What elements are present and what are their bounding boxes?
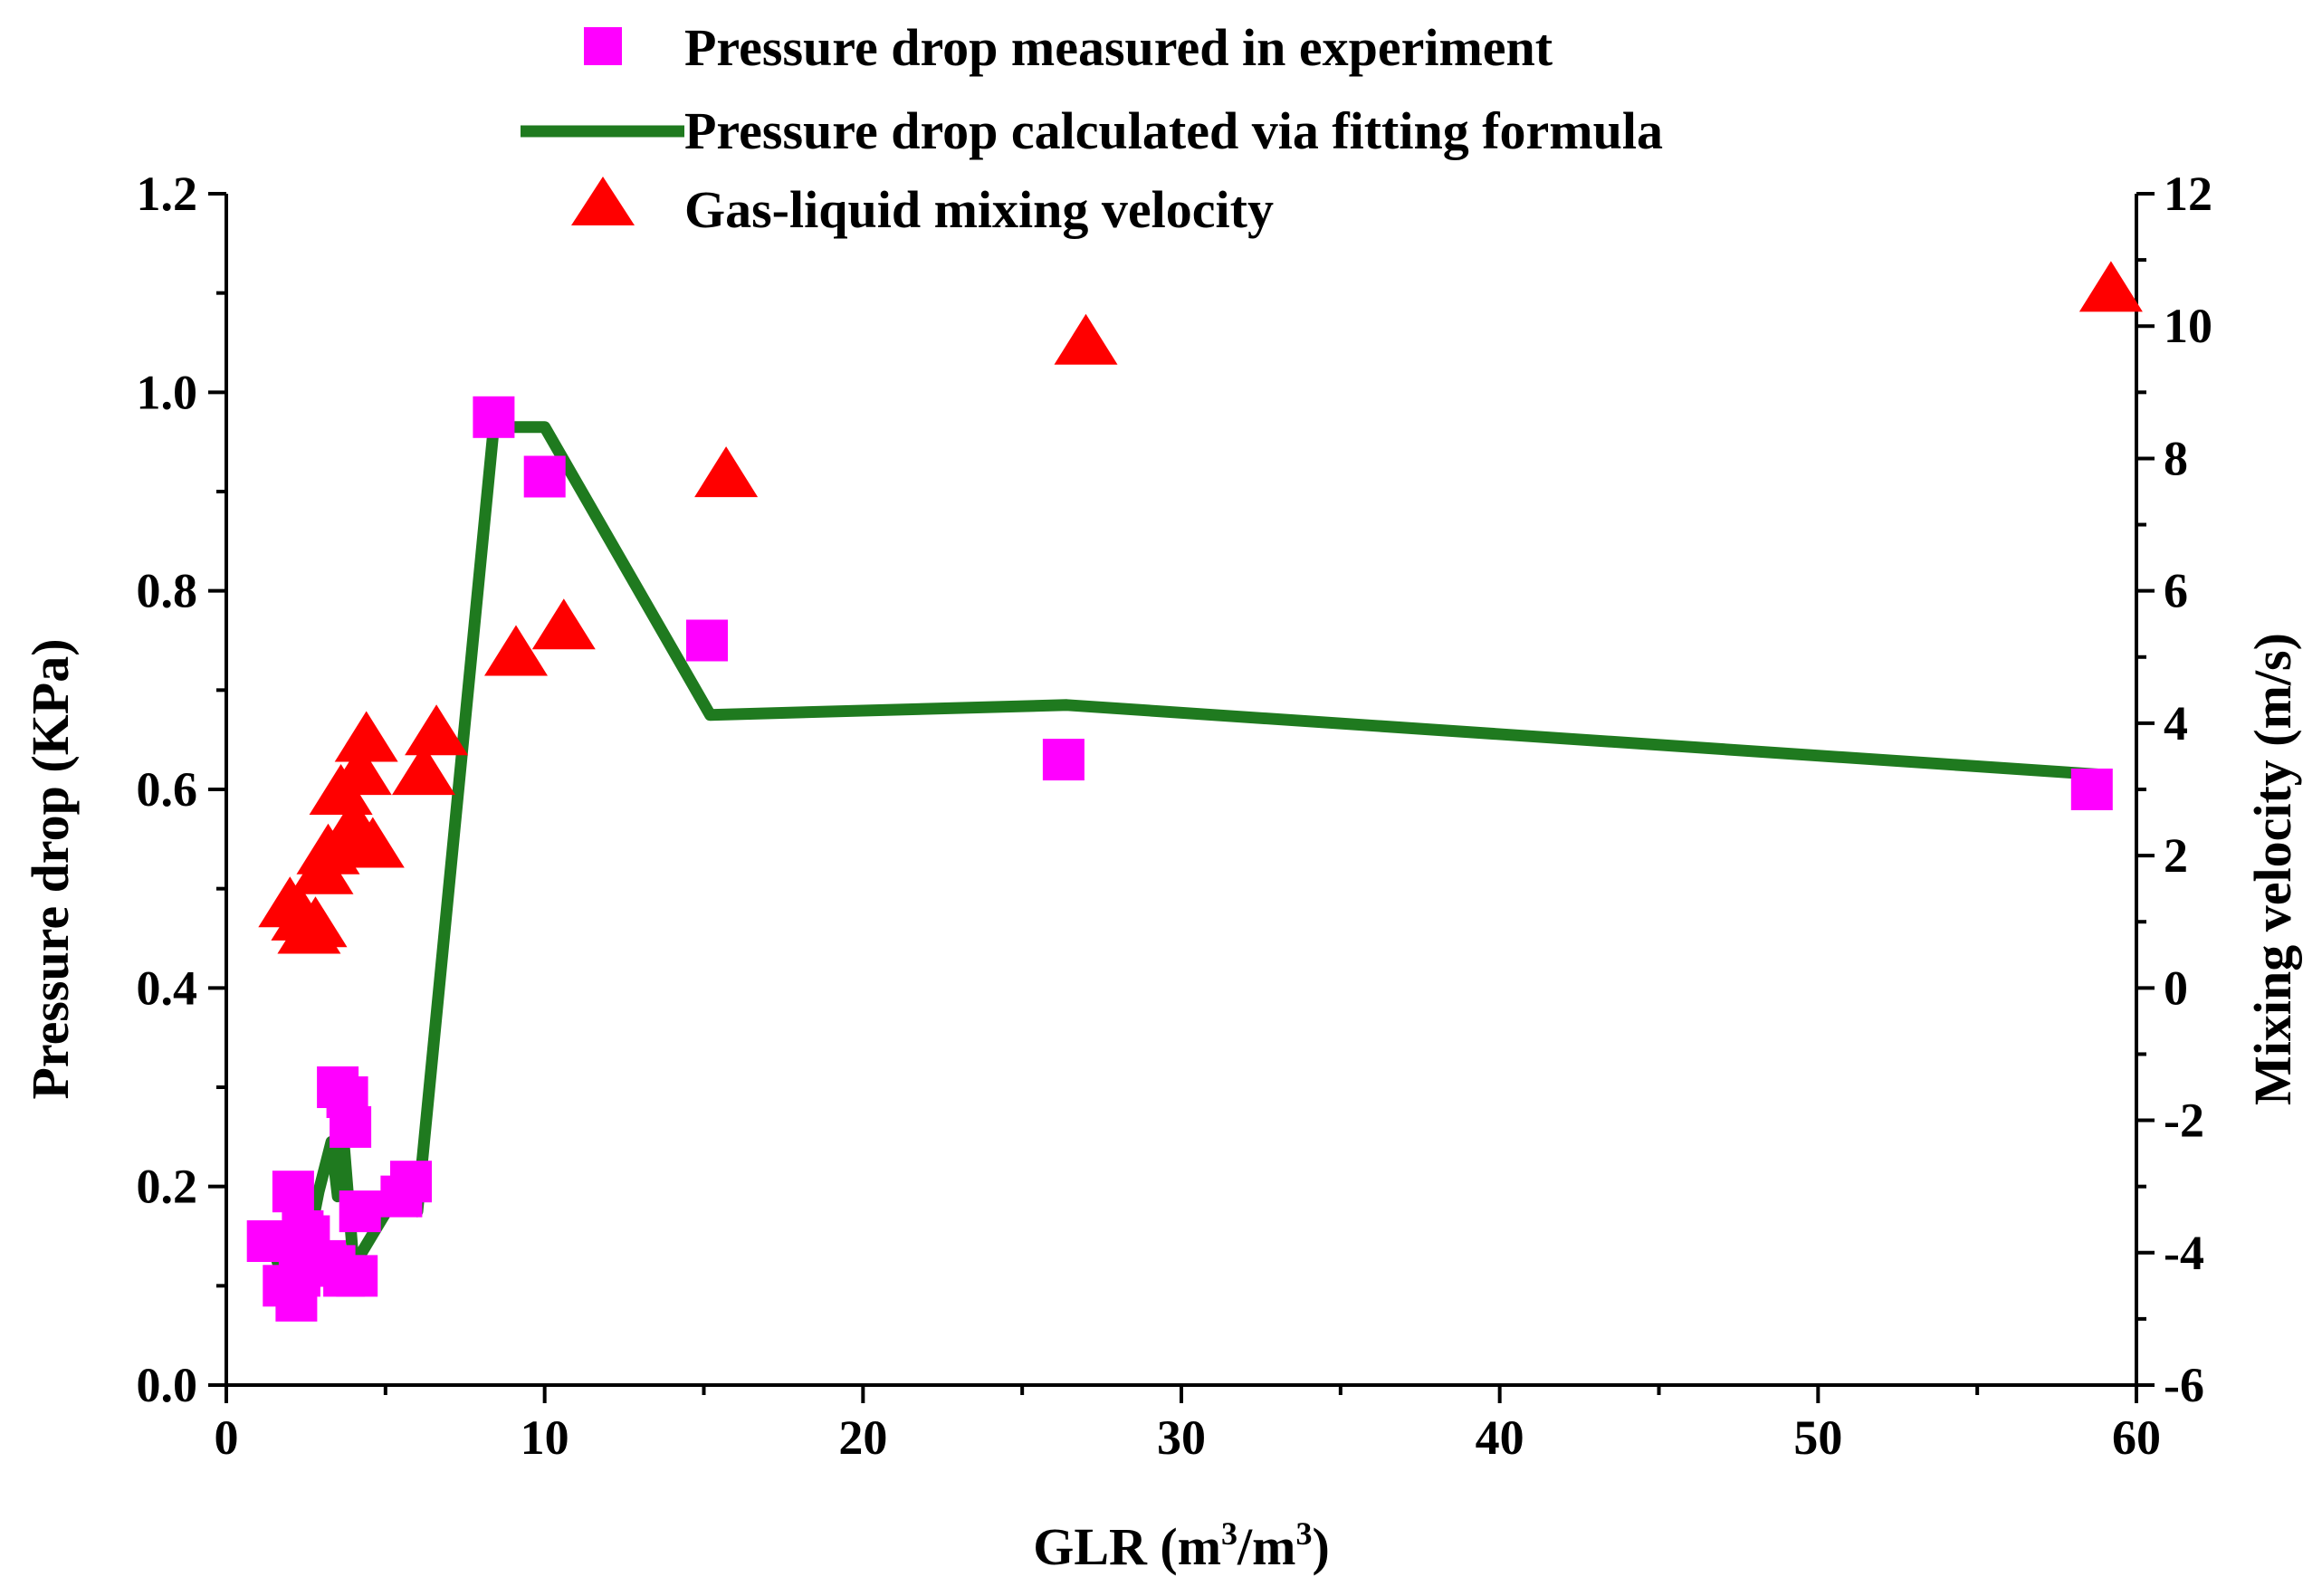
y-right-tick-label: -6 (2164, 1358, 2204, 1412)
velocity-point (340, 817, 405, 868)
y-left-tick-label: 0.0 (137, 1358, 198, 1412)
velocity-point (405, 704, 469, 756)
velocity-point (283, 896, 348, 948)
y-right-tick-label: 0 (2164, 960, 2188, 1015)
legend-label-measured: Pressure drop measured in experiment (684, 18, 1553, 77)
y-left-tick-label: 1.0 (137, 365, 198, 419)
measured-point (523, 455, 566, 498)
velocity-point (484, 625, 548, 676)
legend-label-fitted: Pressure drop calculated via fitting for… (684, 101, 1663, 160)
y-right-tick-label: 4 (2164, 696, 2188, 750)
y-right-tick-label: 10 (2164, 299, 2212, 353)
x-tick-label: 30 (1157, 1410, 1206, 1465)
y-left-tick-label: 0.6 (137, 762, 198, 817)
measured-point (246, 1220, 289, 1262)
measured-point (1042, 739, 1085, 781)
measured-point (272, 1171, 314, 1213)
measured-point (473, 396, 515, 438)
velocity-point (2078, 261, 2143, 312)
x-tick-label: 40 (1476, 1410, 1524, 1465)
y-left-tick-label: 1.2 (137, 167, 198, 221)
y-right-tick-label: 6 (2164, 564, 2188, 618)
measured-point (330, 1105, 372, 1148)
velocity-point (392, 744, 455, 796)
measured-point (686, 619, 728, 662)
x-tick-label: 50 (1793, 1410, 1842, 1465)
x-tick-label: 0 (215, 1410, 239, 1465)
velocity-point (1054, 313, 1118, 365)
legend: Pressure drop measured in experiment Pre… (521, 18, 1663, 239)
legend-marker-measured (584, 27, 622, 65)
legend-label-velocity: Gas-liquid mixing velocity (684, 180, 1274, 239)
x-tick-label: 10 (521, 1410, 569, 1465)
velocity-point (531, 598, 596, 650)
measured-point (2070, 769, 2113, 810)
velocity-point (694, 446, 759, 498)
y-right-tick-label: -4 (2164, 1226, 2204, 1280)
series-velocity (258, 261, 2143, 954)
measured-point (339, 1190, 381, 1233)
axis-ticks (208, 192, 2155, 1403)
y-right-tick-label: -2 (2164, 1094, 2204, 1148)
y-left-tick-label: 0.8 (137, 564, 198, 618)
y-right-tick-label: 8 (2164, 431, 2188, 485)
y-left-tick-label: 0.4 (137, 960, 198, 1015)
x-tick-label: 20 (838, 1410, 887, 1465)
velocity-point (334, 711, 398, 762)
axis-tick-labels: 0 10 20 30 40 50 600.00.20.40.60.81.01.2-6-4-2… (137, 167, 2213, 1465)
y-left-tick-label: 0.2 (137, 1160, 198, 1214)
measured-point (336, 1255, 378, 1297)
y-axis-right-title: Mixing velocity (m/s) (2243, 633, 2302, 1105)
y-axis-left-title: Pressure drop (KPa) (21, 638, 80, 1099)
series-measured (246, 396, 2113, 1322)
measured-point (390, 1161, 432, 1203)
y-right-tick-label: 12 (2164, 167, 2212, 221)
x-axis-title: GLR (m3/m3) (1033, 1515, 1330, 1576)
velocity-point (328, 744, 392, 796)
fitted-line-path (268, 421, 2105, 1307)
y-right-tick-label: 2 (2164, 828, 2188, 883)
legend-marker-velocity (571, 177, 635, 225)
series-fitted-line (268, 421, 2105, 1307)
x-tick-label: 60 (2112, 1410, 2161, 1465)
